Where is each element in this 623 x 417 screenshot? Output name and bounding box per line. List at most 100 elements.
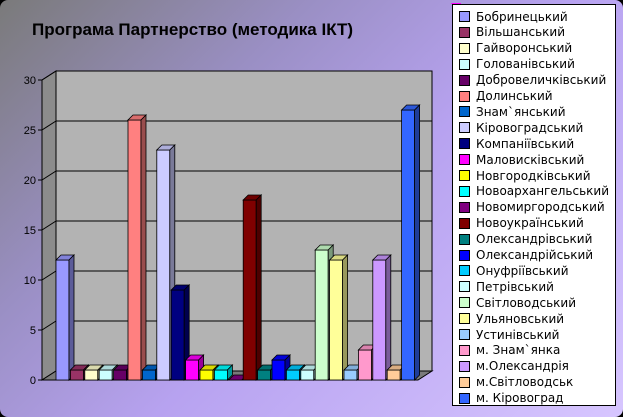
legend-swatch <box>459 201 470 213</box>
bar <box>156 149 171 381</box>
legend-swatch <box>459 217 470 229</box>
legend-label: Гайворонський <box>476 41 573 56</box>
legend-label: Долинський <box>476 89 553 103</box>
legend-swatch <box>459 185 470 197</box>
bar <box>300 369 315 381</box>
bar <box>185 359 200 381</box>
legend-label: Добровеличківський <box>476 73 607 88</box>
legend-swatch <box>459 42 470 54</box>
bar <box>113 369 127 381</box>
bar <box>213 369 228 381</box>
legend-item: Знам`янський <box>459 104 566 119</box>
bar-side <box>140 114 147 381</box>
legend-label: Новоархангельський <box>476 184 609 199</box>
gridline-side <box>41 170 57 181</box>
legend-swatch <box>459 329 470 340</box>
bar <box>372 259 387 381</box>
legend-label: м.Світловодськ <box>476 375 574 390</box>
legend-item: м.Олександрія <box>459 359 569 374</box>
legend-label: Ульяновський <box>476 311 565 326</box>
bar-side <box>255 194 262 381</box>
legend-label: Маловисківський <box>476 152 585 167</box>
bar <box>401 109 416 381</box>
legend-swatch <box>459 344 470 356</box>
legend-item: м. Знам`янка <box>459 343 560 358</box>
legend-item: Голованівський <box>459 57 575 72</box>
legend-item: Долинський <box>459 89 553 104</box>
chart-title: Програма Партнерство (методика ІКТ) <box>32 20 354 39</box>
y-tick-label: 25 <box>24 125 36 137</box>
legend-swatch <box>459 376 470 388</box>
legend-label: Компаніївський <box>476 136 575 151</box>
gridline-side <box>41 270 57 281</box>
legend-label: Олександрівський <box>476 232 593 247</box>
legend-item: Петрівський <box>459 279 554 294</box>
bar <box>98 369 113 381</box>
bar <box>84 369 99 381</box>
bar <box>170 289 185 381</box>
bar <box>70 369 84 381</box>
legend-swatch <box>459 360 470 372</box>
legend-item: Новоархангельський <box>459 184 609 199</box>
legend-label: Петрівський <box>476 279 554 294</box>
gridline-side <box>41 320 57 331</box>
bar <box>141 369 156 381</box>
legend-item: Гайворонський <box>459 41 572 56</box>
legend-label: Новомиргородський <box>476 200 605 215</box>
legend-label: м. Кіровоград <box>476 391 564 406</box>
bar <box>343 369 358 381</box>
legend-item: Олександрівський <box>459 232 592 247</box>
legend-item: Бобринецький <box>459 9 568 24</box>
legend-item: Кіровоградський <box>459 120 583 135</box>
legend-swatch <box>459 313 470 325</box>
legend-label: Знам`янський <box>476 104 566 119</box>
legend-item: Новгородківський <box>459 168 591 183</box>
legend-item: Компаніївський <box>459 136 574 151</box>
legend-item: Вільшанський <box>459 25 565 40</box>
legend-swatch <box>459 154 470 166</box>
y-tick-label: 10 <box>24 275 36 287</box>
legend-label: Новоукраїнський <box>476 216 584 231</box>
gridline-side <box>41 120 57 131</box>
legend-item: м.Світловодськ <box>459 375 573 390</box>
legend-item: Світловодський <box>459 295 576 310</box>
bar-side <box>68 254 75 381</box>
bar <box>242 199 257 381</box>
bar <box>257 369 272 381</box>
legend-label: м.Олександрія <box>476 359 569 374</box>
legend-label: м. Знам`янка <box>476 343 561 358</box>
bar <box>314 249 329 381</box>
legend-swatch <box>459 26 470 38</box>
bar <box>285 369 300 381</box>
legend-item: Устинівський <box>459 327 559 342</box>
legend-swatch <box>459 122 470 134</box>
gridline-side <box>41 220 57 231</box>
legend-label: Олександрійський <box>476 248 594 262</box>
bar <box>55 259 70 381</box>
legend-swatch <box>459 58 470 70</box>
y-tick-label: 5 <box>30 325 36 337</box>
bar-side <box>414 104 421 381</box>
bar <box>329 259 344 381</box>
legend-swatch <box>459 297 470 309</box>
bar <box>127 119 142 381</box>
legend-item: Добровеличківський <box>459 73 606 88</box>
bar <box>199 369 214 381</box>
legend-label: Бобринецький <box>476 9 568 24</box>
legend-item: м. Кіровоград <box>459 391 563 406</box>
bar-side <box>385 254 392 381</box>
legend-swatch <box>459 90 470 102</box>
bar <box>357 349 372 381</box>
legend-label: Світловодський <box>476 295 577 310</box>
legend-item: Новоукраїнський <box>459 216 584 231</box>
legend-swatch <box>459 106 470 118</box>
legend-swatch <box>459 11 470 22</box>
gridline-side <box>41 70 57 81</box>
legend-swatch <box>459 392 470 404</box>
legend-item: Олександрійський <box>459 248 593 263</box>
legend-item: Новомиргородський <box>459 200 605 215</box>
legend-swatch <box>459 281 470 293</box>
bar <box>386 369 401 381</box>
